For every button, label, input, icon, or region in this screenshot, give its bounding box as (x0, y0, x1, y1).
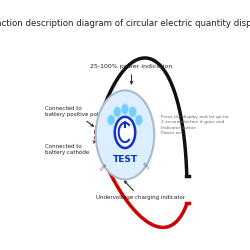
Circle shape (129, 106, 136, 117)
Text: TEST: TEST (112, 155, 138, 164)
Circle shape (136, 115, 142, 126)
Text: Press the display and let go for
2 seconds before it goes and
Indicator button
P: Press the display and let go for 2 secon… (161, 115, 229, 135)
Text: Undervoltage charging indicator: Undervoltage charging indicator (96, 181, 185, 201)
Text: FULL: FULL (141, 162, 151, 172)
Circle shape (114, 106, 121, 117)
Circle shape (122, 104, 128, 115)
Circle shape (115, 108, 120, 116)
Circle shape (136, 116, 141, 124)
Text: Function description diagram of circular electric quantity display: Function description diagram of circular… (0, 19, 250, 28)
Circle shape (108, 116, 114, 124)
Circle shape (108, 115, 114, 126)
Text: 25-100% power indication: 25-100% power indication (90, 64, 173, 84)
Text: LOW: LOW (99, 162, 108, 172)
Circle shape (122, 105, 128, 113)
Circle shape (130, 108, 135, 116)
Circle shape (96, 90, 154, 180)
Text: Connected to
battery cathode: Connected to battery cathode (45, 141, 96, 155)
Circle shape (115, 117, 135, 148)
Text: Connected to
battery positive pole: Connected to battery positive pole (45, 106, 102, 126)
